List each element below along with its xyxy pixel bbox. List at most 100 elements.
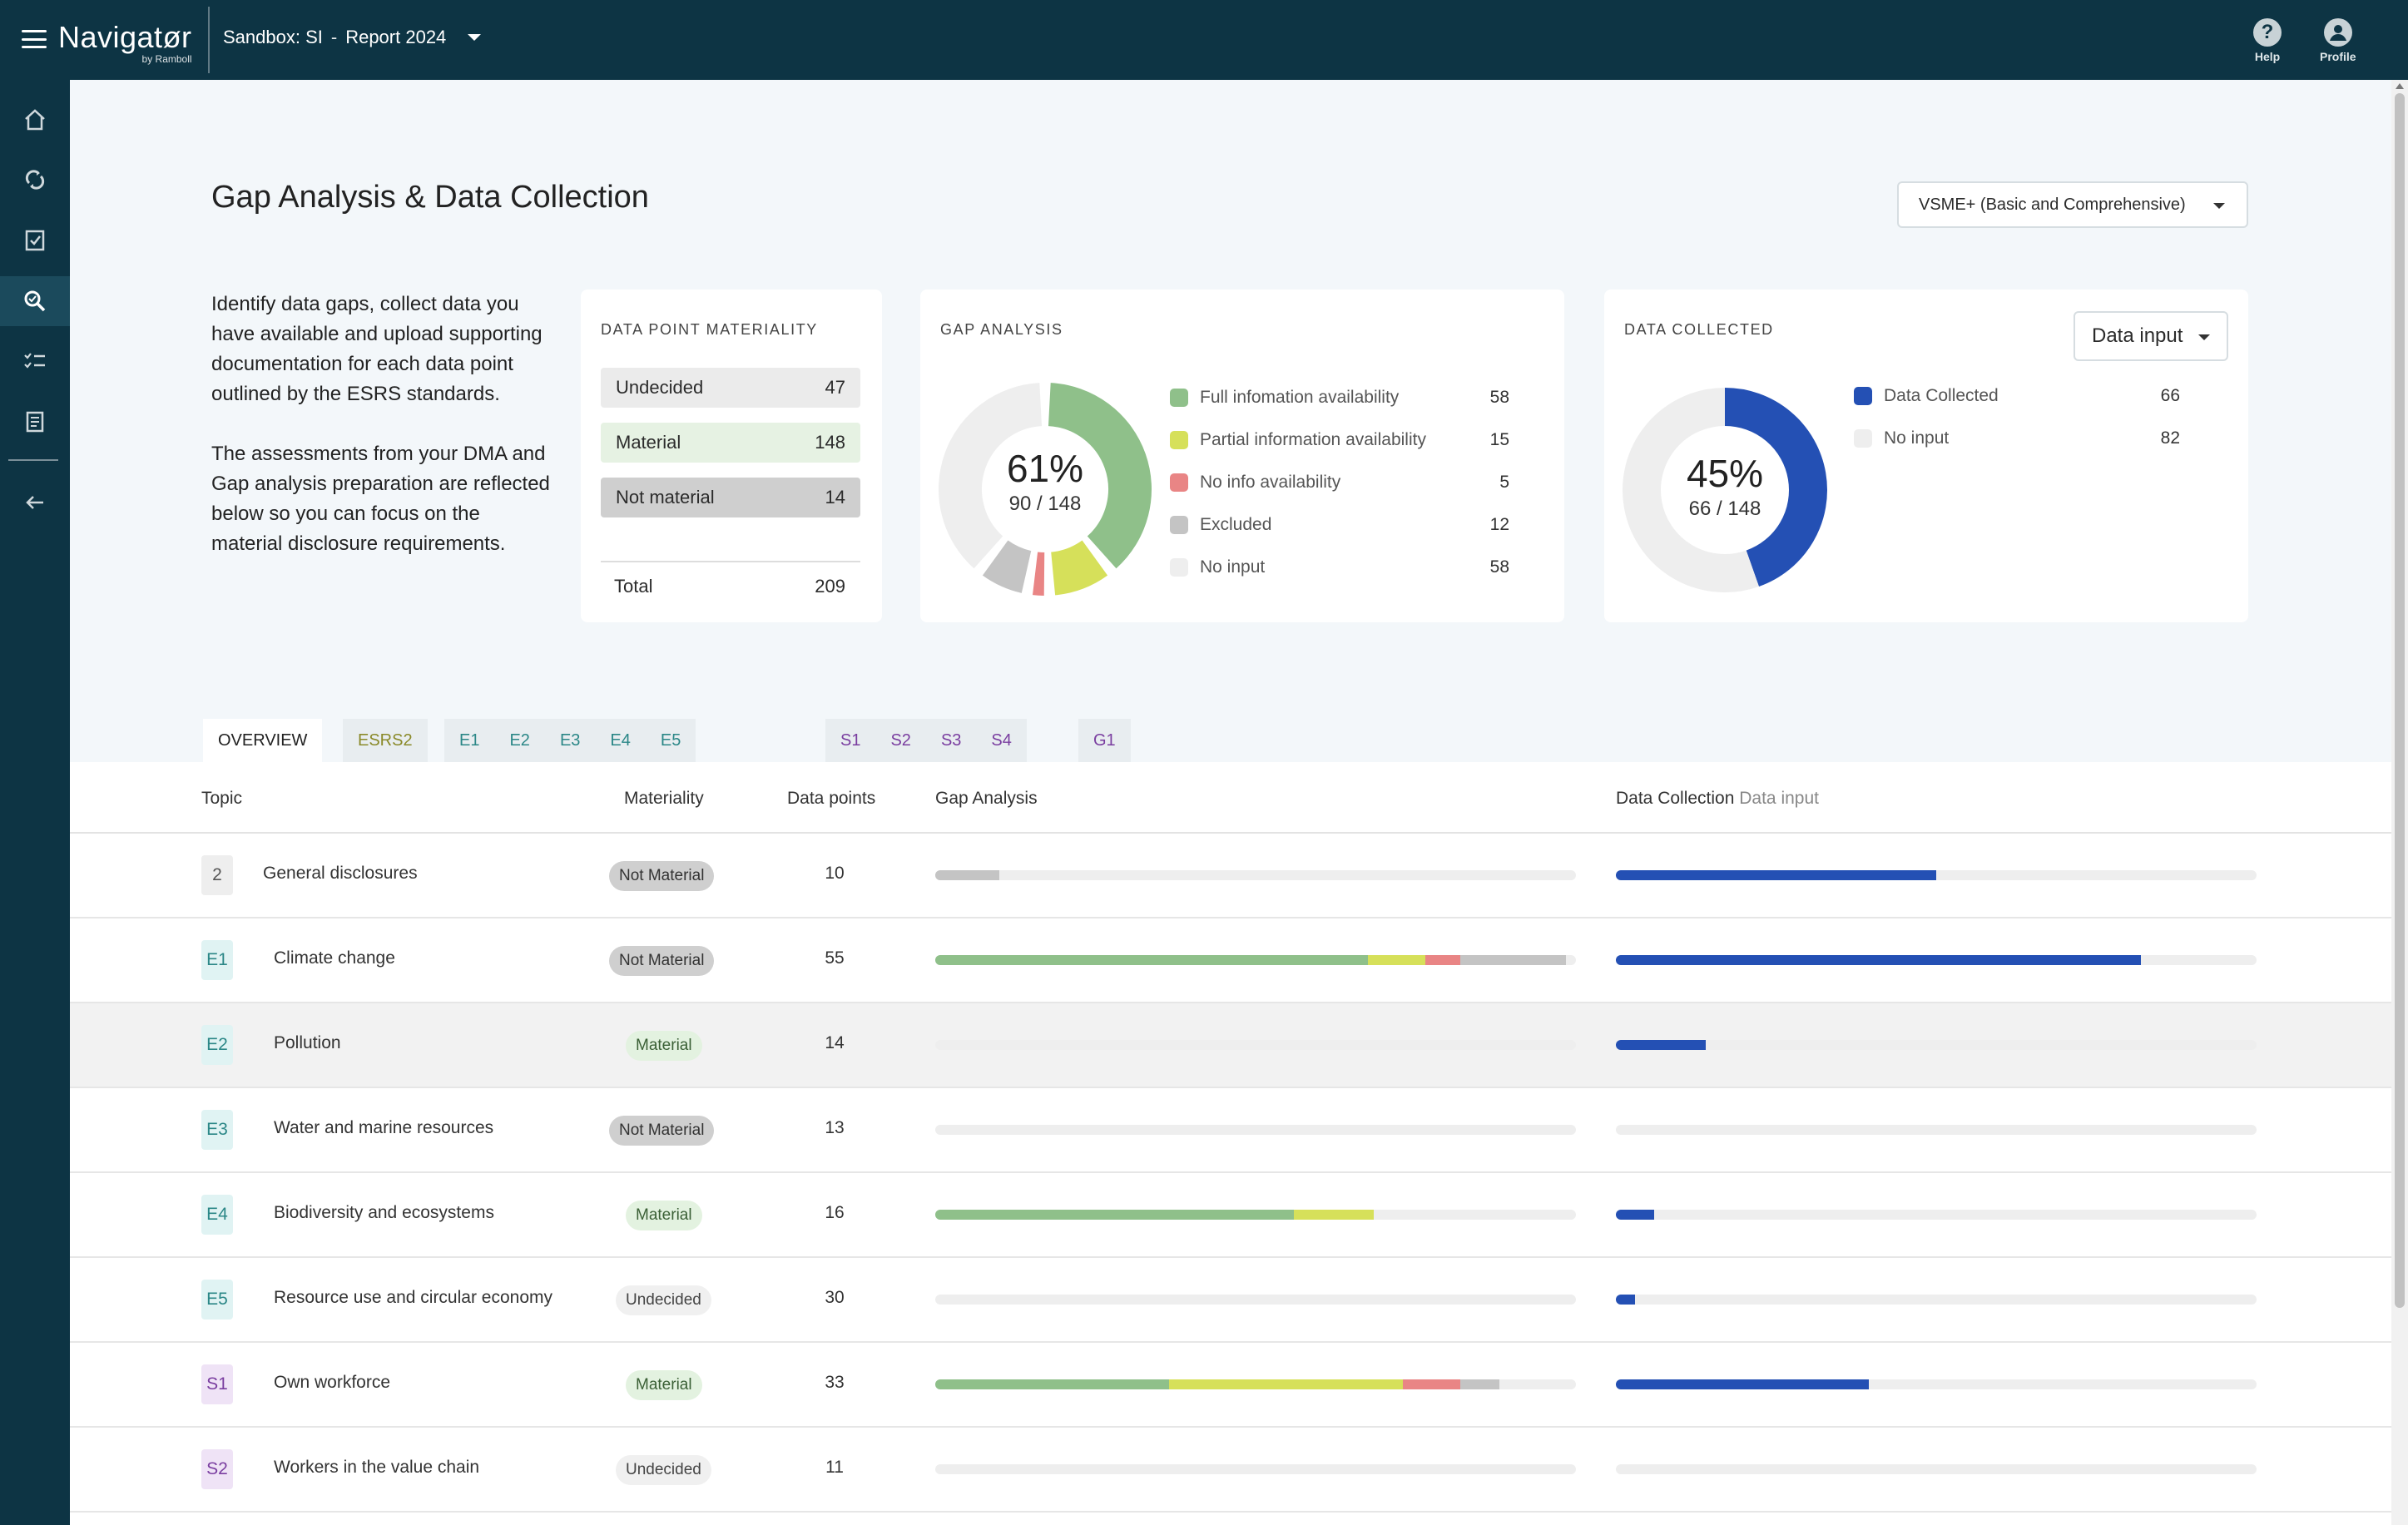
legend-swatch (1170, 389, 1188, 407)
tab-e5[interactable]: E5 (646, 719, 696, 762)
tab-s2[interactable]: S2 (875, 719, 925, 762)
help-button[interactable]: ? Help (2253, 18, 2282, 63)
sidebar-collapse-button[interactable] (0, 478, 70, 527)
materiality-pill[interactable]: Not Material (609, 946, 715, 976)
data-collection-bar (1616, 1464, 2257, 1474)
scrollbar[interactable] (2391, 80, 2408, 1525)
help-icon: ? (2253, 18, 2282, 47)
help-label: Help (2254, 50, 2281, 63)
sidebar-item-report[interactable] (0, 396, 70, 446)
materiality-pill[interactable]: Undecided (616, 1455, 711, 1485)
sidebar-item-checklist[interactable] (0, 336, 70, 386)
topic-name[interactable]: General disclosures (263, 864, 418, 883)
materiality-pill[interactable]: Material (626, 1370, 702, 1400)
header-data-collection-label: Data Collection (1616, 789, 1735, 808)
donut-slice-no-input[interactable] (939, 383, 1043, 569)
topic-name[interactable]: Own workforce (274, 1373, 391, 1392)
table-row[interactable]: E1 Climate change Not Material 55 (70, 918, 2391, 1003)
materiality-total: Total 209 (601, 576, 860, 597)
legend-item: No input (1854, 428, 1949, 448)
table-row[interactable]: E5 Resource use and circular economy Undec… (70, 1258, 2391, 1343)
tab-s4[interactable]: S4 (976, 719, 1026, 762)
materiality-pill[interactable]: Material (626, 1201, 702, 1230)
tab-label: G1 (1093, 730, 1116, 750)
table-row[interactable]: S2 Workers in the value chain Undecided 11 (70, 1428, 2391, 1513)
collection-bar-fill (1616, 1210, 1655, 1220)
donut-slice-no-input[interactable] (1623, 388, 1759, 592)
table-row[interactable]: E4 Biodiversity and ecosystems Material 16 (70, 1173, 2391, 1258)
donut-slice-partial-information-availability[interactable] (1050, 540, 1108, 596)
sidebar-item-refresh[interactable] (0, 155, 70, 205)
project-selector[interactable]: Sandbox: SI - Report 2024 (223, 27, 482, 48)
donut-slice-excluded[interactable] (982, 539, 1033, 593)
collection-bar-fill (1616, 1295, 1636, 1305)
legend-label: No input (1884, 428, 1950, 448)
materiality-pill[interactable]: Not Material (609, 861, 715, 891)
table-row[interactable]: E2 Pollution Material 14 (70, 1003, 2391, 1088)
topic-name[interactable]: Workers in the value chain (274, 1458, 480, 1477)
gap-analysis-bar (935, 1379, 1576, 1389)
scroll-up-icon[interactable] (2396, 83, 2404, 89)
topic-name[interactable]: Resource use and circular economy (274, 1288, 552, 1307)
materiality-row-undecided[interactable]: Undecided 47 (601, 368, 860, 408)
scrollbar-thumb[interactable] (2395, 93, 2405, 1308)
intro-paragraph-2: The assessments from your DMA and Gap an… (211, 443, 550, 555)
topic-name[interactable]: Water and marine resources (274, 1118, 494, 1137)
topic-name[interactable]: Pollution (274, 1033, 341, 1052)
materiality-pill[interactable]: Not Material (609, 1116, 715, 1146)
materiality-pill[interactable]: Undecided (616, 1285, 711, 1315)
report-name: Report 2024 (345, 27, 447, 47)
topic-name[interactable]: Biodiversity and ecosystems (274, 1203, 494, 1222)
tab-esrs2[interactable]: ESRS2 (343, 719, 428, 762)
legend-item: Data Collected (1854, 386, 1999, 406)
gap-fraction: 90 / 148 (1008, 493, 1082, 515)
profile-button[interactable]: Profile (2320, 18, 2356, 63)
header-topic[interactable]: Topic (201, 789, 243, 808)
table-row[interactable]: S1 Own workforce Material 33 (70, 1343, 2391, 1428)
gap-bar-segment (1460, 955, 1567, 965)
tab-e4[interactable]: E4 (595, 719, 645, 762)
donut-slice-full-infomation-availability[interactable] (1048, 383, 1152, 569)
materiality-row-material[interactable]: Material 148 (601, 423, 860, 463)
donut-slice-data-collected[interactable] (1724, 388, 1827, 587)
materiality-title: DATA POINT MATERIALITY (601, 321, 818, 338)
tab-overview[interactable]: OVERVIEW (203, 719, 323, 762)
legend-label: No input (1200, 557, 1266, 577)
header-gap-analysis[interactable]: Gap Analysis (935, 789, 1038, 808)
materiality-row-not-material[interactable]: Not material 14 (601, 478, 860, 517)
menu-icon[interactable] (22, 30, 47, 48)
topic-name[interactable]: Climate change (274, 948, 395, 968)
legend-label: Excluded (1200, 515, 1272, 534)
sidebar-item-gap-analysis[interactable] (0, 276, 70, 326)
materiality-label: Undecided (616, 377, 704, 398)
sidebar-item-home[interactable] (0, 95, 70, 145)
collection-bar-fill (1616, 1379, 1870, 1389)
tab-e2[interactable]: E2 (494, 719, 544, 762)
brand-logo[interactable]: Navigatør by Ramboll (58, 20, 192, 65)
back-arrow-icon (26, 496, 43, 509)
header-data-points[interactable]: Data points (787, 789, 876, 808)
header-materiality[interactable]: Materiality (624, 789, 704, 808)
project-separator: - (330, 27, 338, 47)
topbar-divider (208, 7, 210, 73)
topic-code-badge: E4 (201, 1195, 233, 1235)
tab-s3[interactable]: S3 (926, 719, 976, 762)
legend-label: No info availability (1200, 473, 1341, 492)
gap-analysis-bar (935, 955, 1576, 965)
legend-value: 58 (1489, 557, 1509, 577)
tab-e1[interactable]: E1 (444, 719, 494, 762)
table-row[interactable]: E3 Water and marine resources Not Material… (70, 1088, 2391, 1173)
header-data-collection[interactable]: Data Collection Data input (1616, 789, 1819, 809)
tab-g1[interactable]: G1 (1078, 719, 1131, 762)
framework-dropdown[interactable]: VSME+ (Basic and Comprehensive) (1897, 181, 2248, 228)
materiality-pill[interactable]: Material (626, 1031, 702, 1061)
sidebar-item-tasks[interactable] (0, 215, 70, 265)
donut-slice-no-info-availability[interactable] (1033, 552, 1045, 596)
tab-e3[interactable]: E3 (545, 719, 595, 762)
legend-swatch (1854, 387, 1872, 405)
data-input-dropdown[interactable]: Data input (2074, 311, 2228, 361)
data-points-count: 13 (825, 1118, 845, 1137)
data-collection-bar (1616, 1210, 2257, 1220)
tab-s1[interactable]: S1 (825, 719, 875, 762)
table-row[interactable]: 2 General disclosures Not Material 10 (70, 834, 2391, 918)
